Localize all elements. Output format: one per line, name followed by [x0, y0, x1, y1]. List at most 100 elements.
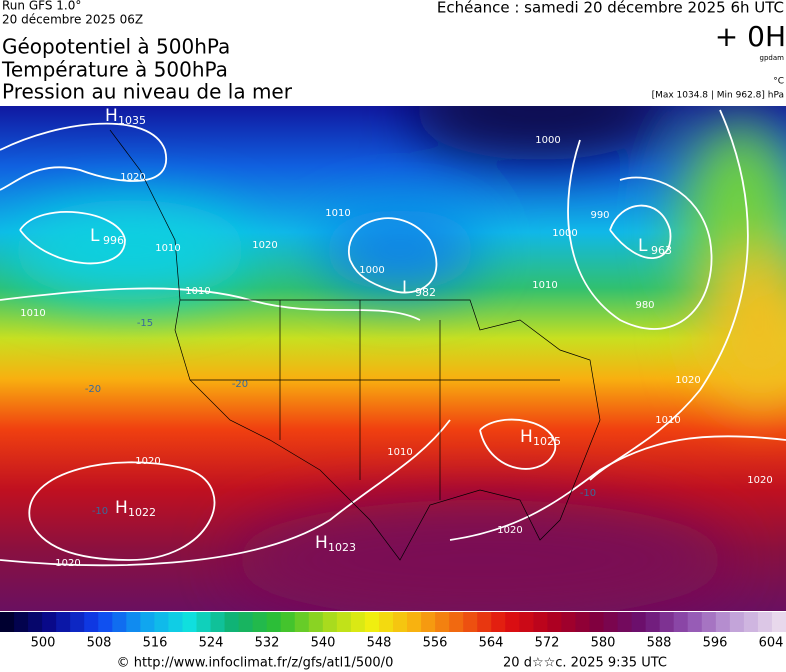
colorbar-tick-label: 532 — [255, 636, 280, 651]
colorbar-cell — [0, 612, 15, 632]
isobar-label: 1020 — [497, 525, 522, 536]
colorbar-cell — [393, 612, 408, 632]
colorbar-cell — [294, 612, 310, 632]
colorbar-cell — [126, 612, 141, 632]
colorbar-cell — [280, 612, 296, 632]
colorbar-cell — [589, 612, 605, 632]
center-value: 963 — [651, 244, 672, 257]
echeance: Echéance : samedi 20 décembre 2025 6h UT… — [437, 0, 784, 17]
center-type: H — [315, 533, 328, 553]
colorbar-cell — [407, 612, 422, 632]
colorbar-cell — [575, 612, 590, 632]
colorbar-cell — [533, 612, 548, 632]
colorbar-cell — [421, 612, 436, 632]
colorbar-cell — [196, 612, 212, 632]
colorbar-cell — [238, 612, 254, 632]
colorbar-cell — [519, 612, 534, 632]
colorbar-cell — [98, 612, 113, 632]
colorbar-cell — [182, 612, 197, 632]
colorbar-cell — [715, 612, 731, 632]
isobar-label: 1010 — [20, 308, 45, 319]
isobar-label: 1020 — [55, 558, 80, 569]
center-type: L — [638, 236, 648, 256]
center-type: H — [115, 498, 128, 518]
temperature-label: -20 — [232, 379, 248, 390]
colorbar-cell — [561, 612, 576, 632]
colorbar-cell — [322, 612, 338, 632]
isobar-label: 1010 — [325, 208, 350, 219]
colorbar-cell — [617, 612, 633, 632]
colorbar-cell — [336, 612, 352, 632]
colorbar-cell — [140, 612, 155, 632]
colorbar-cell — [378, 612, 394, 632]
colorbar-tick-label: 524 — [199, 636, 224, 651]
offset: + 0H — [715, 20, 786, 53]
colorbar-cell — [477, 612, 492, 632]
center-value: 1023 — [328, 541, 356, 554]
isobar-label: 980 — [635, 300, 654, 311]
isobar-label: 1010 — [655, 415, 680, 426]
colorbar-tick-label: 604 — [759, 636, 784, 651]
colorbar-cell — [70, 612, 85, 632]
title: Géopotentiel à 500hPa — [2, 35, 230, 59]
colorbar-tick-label: 596 — [703, 636, 728, 651]
colorbar-cell — [463, 612, 478, 632]
colorbar-cell — [14, 612, 29, 632]
colorbar-tick-label: 548 — [367, 636, 392, 651]
temperature-label: -20 — [85, 384, 101, 395]
isobar-label: 1000 — [359, 265, 384, 276]
colorbar-cell — [603, 612, 619, 632]
colorbar-cell — [659, 612, 675, 632]
colorbar-tick-label: 588 — [647, 636, 672, 651]
center-value: 982 — [415, 286, 436, 299]
colorbar-cell — [631, 612, 647, 632]
isobar-label: 1010 — [185, 286, 210, 297]
colorbar-tick-label: 564 — [479, 636, 504, 651]
center-value: 996 — [103, 234, 124, 247]
colorbar-cell — [308, 612, 324, 632]
colorbar-cell — [673, 612, 689, 632]
colorbar-cell — [266, 612, 282, 632]
colorbar-cell — [435, 612, 450, 632]
colorbar-cell — [701, 612, 717, 632]
colorbar: 500 508 516 524 532 540 548 556 564 572 580 588 596 6… — [0, 612, 786, 651]
isobar-label: 1010 — [532, 280, 557, 291]
center-value: 1022 — [128, 506, 156, 519]
isobar-label: 1010 — [155, 243, 180, 254]
colorbar-cell — [505, 612, 520, 632]
colorbar-cell — [729, 612, 745, 632]
colorbar-cell — [547, 612, 562, 632]
colorbar-cell — [645, 612, 661, 632]
colorbar-tick-label: 572 — [535, 636, 560, 651]
footer-url: © http://www.infoclimat.fr/z/gfs/atl1/50… — [117, 656, 394, 671]
title: Pression au niveau de la mer — [2, 80, 293, 104]
colorbar-cell — [224, 612, 240, 632]
isobar-label: 1020 — [675, 375, 700, 386]
temperature-label: -15 — [137, 318, 153, 329]
isobar-label: 1020 — [252, 240, 277, 251]
center-type: L — [90, 226, 100, 246]
isobar-label: 1020 — [747, 475, 772, 486]
colorbar-cell — [757, 612, 773, 632]
colorbar-tick-label: 556 — [423, 636, 448, 651]
center-value: 1035 — [118, 114, 146, 127]
footer-stamp: 20 d☆☆c. 2025 9:35 UTC — [503, 656, 667, 671]
center-type: H — [105, 106, 118, 126]
colorbar-cell — [154, 612, 169, 632]
colorbar-cell — [168, 612, 183, 632]
temperature-label: -10 — [92, 506, 108, 517]
unit-gp: gpdam — [760, 54, 785, 62]
isobar-label: 1020 — [120, 172, 145, 183]
center-value: 1025 — [533, 435, 561, 448]
extremes: [Max 1034.8 | Min 962.8] hPa — [652, 91, 784, 101]
colorbar-cell — [743, 612, 759, 632]
temperature-label: -10 — [580, 488, 596, 499]
colorbar-cell — [449, 612, 464, 632]
colorbar-tick-label: 540 — [311, 636, 336, 651]
run: Run GFS 1.0° — [2, 0, 81, 13]
colorbar-cell — [687, 612, 703, 632]
colorbar-cell — [84, 612, 99, 632]
unit-t: °C — [773, 77, 784, 87]
